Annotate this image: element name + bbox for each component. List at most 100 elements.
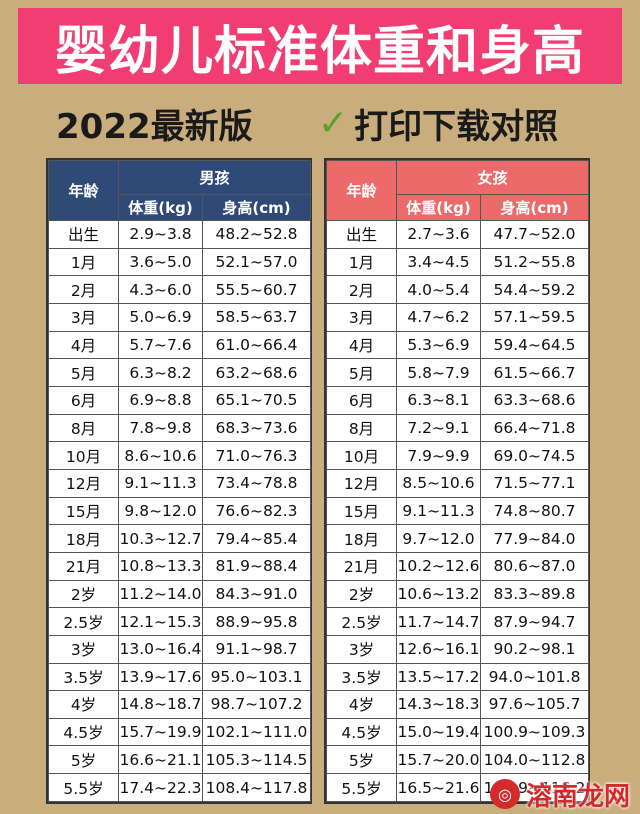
age-cell: 12月 <box>326 468 397 498</box>
table-row: 3.5岁 13.5~17.2 94.0~101.8 <box>326 662 590 692</box>
weight-cell: 10.2~12.6 <box>396 551 481 581</box>
table-row: 2岁 11.2~14.0 84.3~91.0 <box>48 579 312 609</box>
weight-cell: 7.9~9.9 <box>396 441 481 470</box>
age-cell: 6月 <box>326 385 397 415</box>
weight-cell: 9.8~12.0 <box>118 496 203 526</box>
table-row: 出生 2.7~3.6 47.7~52.0 <box>326 220 590 249</box>
height-cell: 61.5~66.7 <box>479 358 590 387</box>
weight-cell: 9.1~11.3 <box>396 496 481 526</box>
age-cell: 3月 <box>326 302 397 332</box>
height-cell: 51.2~55.8 <box>479 247 590 277</box>
weight-cell: 7.8~9.8 <box>118 413 203 443</box>
weight-cell: 15.7~20.0 <box>396 745 481 775</box>
weight-cell: 15.0~19.4 <box>396 717 481 747</box>
table-row: 18月 10.3~12.7 79.4~85.4 <box>48 524 312 553</box>
height-cell: 52.1~57.0 <box>201 247 312 277</box>
age-cell: 4岁 <box>326 690 397 719</box>
age-cell: 3岁 <box>326 634 397 664</box>
girls-height-header: 身高(cm) <box>479 194 590 221</box>
age-cell: 出生 <box>48 220 119 249</box>
height-cell: 77.9~84.0 <box>479 524 590 553</box>
table-row: 21月 10.2~12.6 80.6~87.0 <box>326 551 590 581</box>
height-cell: 104.0~112.8 <box>479 745 590 775</box>
weight-cell: 17.4~22.3 <box>118 773 203 802</box>
age-cell: 3月 <box>48 302 119 332</box>
table-row: 1月 3.4~4.5 51.2~55.8 <box>326 247 590 277</box>
girls-group-header: 女孩 <box>395 160 590 195</box>
age-cell: 10月 <box>326 441 397 470</box>
age-cell: 2.5岁 <box>326 607 397 636</box>
height-cell: 66.4~71.8 <box>479 413 590 443</box>
height-cell: 54.4~59.2 <box>479 275 590 304</box>
girls-table-panel: 年龄 女孩 体重(kg) 身高(cm) 出生 2.7~3.6 47.7~52.0 1月… <box>324 158 590 804</box>
checkmark-icon: ✓ <box>318 102 349 144</box>
table-row: 3月 5.0~6.9 58.5~63.7 <box>48 302 312 332</box>
weight-cell: 5.0~6.9 <box>118 302 203 332</box>
height-cell: 79.4~85.4 <box>201 524 312 553</box>
weight-cell: 12.6~16.1 <box>396 634 481 664</box>
age-cell: 18月 <box>48 524 119 553</box>
table-row: 3.5岁 13.9~17.6 95.0~103.1 <box>48 662 312 692</box>
table-row: 4岁 14.8~18.7 98.7~107.2 <box>48 690 312 719</box>
age-cell: 8月 <box>48 413 119 443</box>
age-cell: 2月 <box>48 275 119 304</box>
weight-cell: 5.7~7.6 <box>118 330 203 360</box>
age-cell: 10月 <box>48 441 119 470</box>
weight-cell: 16.6~21.1 <box>118 745 203 775</box>
weight-cell: 13.9~17.6 <box>118 662 203 692</box>
watermark-text: 溶南龙网 <box>525 781 630 812</box>
table-row: 3岁 13.0~16.4 91.1~98.7 <box>48 634 312 664</box>
age-cell: 21月 <box>48 551 119 581</box>
table-row: 2月 4.3~6.0 55.5~60.7 <box>48 275 312 304</box>
age-cell: 5岁 <box>48 745 119 775</box>
table-row: 3岁 12.6~16.1 90.2~98.1 <box>326 634 590 664</box>
table-row: 4月 5.7~7.6 61.0~66.4 <box>48 330 312 360</box>
height-cell: 105.3~114.5 <box>201 745 312 775</box>
weight-cell: 6.3~8.2 <box>118 358 203 387</box>
age-cell: 4.5岁 <box>48 717 119 747</box>
age-cell: 4.5岁 <box>326 717 397 747</box>
height-cell: 65.1~70.5 <box>201 385 312 415</box>
table-row: 6月 6.3~8.1 63.3~68.6 <box>326 385 590 415</box>
weight-cell: 15.7~19.9 <box>118 717 203 747</box>
table-row: 8月 7.2~9.1 66.4~71.8 <box>326 413 590 443</box>
height-cell: 73.4~78.8 <box>201 468 312 498</box>
table-row: 5月 5.8~7.9 61.5~66.7 <box>326 358 590 387</box>
age-cell: 8月 <box>326 413 397 443</box>
table-row: 5.5岁 17.4~22.3 108.4~117.8 <box>48 773 312 802</box>
weight-cell: 14.3~18.3 <box>396 690 481 719</box>
age-cell: 2.5岁 <box>48 607 119 636</box>
table-row: 3月 4.7~6.2 57.1~59.5 <box>326 302 590 332</box>
age-cell: 21月 <box>326 551 397 581</box>
weight-cell: 2.7~3.6 <box>396 220 481 249</box>
weight-cell: 9.7~12.0 <box>396 524 481 553</box>
age-cell: 12月 <box>48 468 119 498</box>
height-cell: 71.0~76.3 <box>201 441 312 470</box>
boys-weight-header: 体重(kg) <box>118 194 203 221</box>
age-cell: 4岁 <box>48 690 119 719</box>
weight-cell: 3.4~4.5 <box>396 247 481 277</box>
height-cell: 102.1~111.0 <box>201 717 312 747</box>
height-cell: 98.7~107.2 <box>201 690 312 719</box>
girls-age-header: 年龄 <box>326 160 397 221</box>
height-cell: 95.0~103.1 <box>201 662 312 692</box>
height-cell: 80.6~87.0 <box>479 551 590 581</box>
weight-cell: 13.5~17.2 <box>396 662 481 692</box>
weight-cell: 8.5~10.6 <box>396 468 481 498</box>
boys-table-panel: 年龄 男孩 体重(kg) 身高(cm) 出生 2.9~3.8 48.2~52.8 1月… <box>46 158 312 804</box>
table-row: 1月 3.6~5.0 52.1~57.0 <box>48 247 312 277</box>
table-row: 2.5岁 11.7~14.7 87.9~94.7 <box>326 607 590 636</box>
table-row: 15月 9.1~11.3 74.8~80.7 <box>326 496 590 526</box>
table-row: 12月 9.1~11.3 73.4~78.8 <box>48 468 312 498</box>
age-cell: 15月 <box>48 496 119 526</box>
age-cell: 5.5岁 <box>326 773 397 802</box>
height-cell: 108.4~117.8 <box>201 773 312 802</box>
height-cell: 47.7~52.0 <box>479 220 590 249</box>
age-cell: 2月 <box>326 275 397 304</box>
age-cell: 15月 <box>326 496 397 526</box>
table-row: 4.5岁 15.0~19.4 100.9~109.3 <box>326 717 590 747</box>
age-cell: 4月 <box>48 330 119 360</box>
girls-table: 年龄 女孩 体重(kg) 身高(cm) 出生 2.7~3.6 47.7~52.0 1月… <box>326 160 590 802</box>
weight-cell: 10.3~12.7 <box>118 524 203 553</box>
boys-height-header: 身高(cm) <box>201 194 312 221</box>
